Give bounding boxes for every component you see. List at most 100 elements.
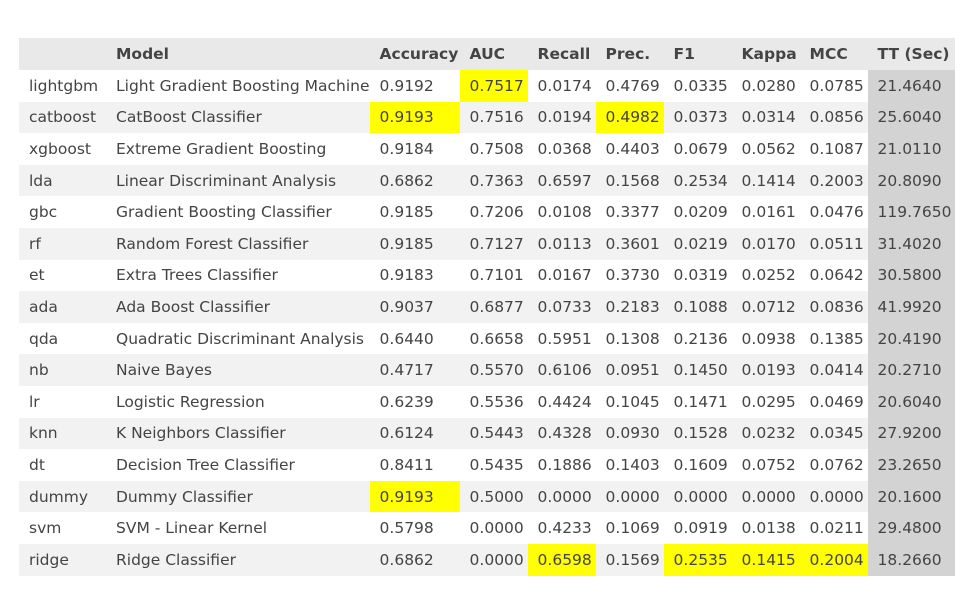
- cell-id: lda: [19, 164, 106, 197]
- cell-kappa: 0.0938: [731, 322, 800, 355]
- cell-mcc: 0.0211: [799, 512, 868, 544]
- cell-accuracy: 0.6440: [369, 322, 460, 355]
- cell-recall: 0.0000: [527, 480, 596, 513]
- cell-accuracy: 0.9193: [369, 480, 460, 513]
- column-header-precision: Prec.: [595, 38, 664, 70]
- cell-train-time: 31.4020: [867, 227, 955, 260]
- table-row: lightgbm Light Gradient Boosting Machine 0…: [19, 70, 955, 102]
- table-row: lda Linear Discriminant Analysis 0.6862 0.7…: [19, 164, 955, 197]
- cell-auc: 0.5443: [459, 417, 528, 450]
- cell-mcc: 0.0642: [799, 259, 868, 292]
- cell-precision: 0.2183: [595, 291, 664, 323]
- cell-recall: 0.6597: [527, 164, 596, 197]
- cell-auc: 0.5536: [459, 385, 528, 418]
- cell-train-time: 20.2710: [867, 354, 955, 386]
- cell-accuracy: 0.9192: [369, 70, 460, 102]
- cell-recall: 0.1886: [527, 449, 596, 481]
- cell-mcc: 0.2004: [799, 543, 868, 576]
- cell-kappa: 0.0280: [731, 70, 800, 102]
- cell-train-time: 30.5800: [867, 259, 955, 292]
- column-header-id: [19, 38, 106, 70]
- cell-recall: 0.0108: [527, 196, 596, 228]
- cell-f1: 0.2535: [663, 543, 732, 576]
- cell-f1: 0.1088: [663, 291, 732, 323]
- cell-train-time: 20.8090: [867, 164, 955, 197]
- table-row: svm SVM - Linear Kernel 0.5798 0.0000 0.4233…: [19, 512, 955, 544]
- cell-precision: 0.3730: [595, 259, 664, 292]
- table-row: dt Decision Tree Classifier 0.8411 0.5435 0.…: [19, 449, 955, 481]
- column-header-f1: F1: [663, 38, 732, 70]
- cell-precision: 0.1069: [595, 512, 664, 544]
- cell-precision: 0.4769: [595, 70, 664, 102]
- cell-kappa: 0.0314: [731, 101, 800, 134]
- cell-accuracy: 0.9184: [369, 133, 460, 165]
- cell-f1: 0.0335: [663, 70, 732, 102]
- cell-train-time: 41.9920: [867, 291, 955, 323]
- cell-kappa: 0.0562: [731, 133, 800, 165]
- cell-precision: 0.1308: [595, 322, 664, 355]
- cell-mcc: 0.1385: [799, 322, 868, 355]
- cell-accuracy: 0.9037: [369, 291, 460, 323]
- column-header-model: Model: [106, 38, 370, 70]
- model-comparison-table: Model Accuracy AUC Recall Prec. F1 Kappa…: [19, 38, 955, 576]
- table-row: dummy Dummy Classifier 0.9193 0.5000 0.0000 0…: [19, 480, 955, 513]
- cell-kappa: 0.0712: [731, 291, 800, 323]
- cell-accuracy: 0.9193: [369, 101, 460, 134]
- cell-accuracy: 0.6124: [369, 417, 460, 450]
- cell-mcc: 0.0414: [799, 354, 868, 386]
- cell-kappa: 0.1415: [731, 543, 800, 576]
- cell-recall: 0.0174: [527, 70, 596, 102]
- cell-auc: 0.0000: [459, 512, 528, 544]
- cell-kappa: 0.0252: [731, 259, 800, 292]
- cell-model: Naive Bayes: [106, 354, 370, 386]
- cell-auc: 0.6877: [459, 291, 528, 323]
- cell-model: K Neighbors Classifier: [106, 417, 370, 450]
- cell-recall: 0.0167: [527, 259, 596, 292]
- cell-f1: 0.0000: [663, 480, 732, 513]
- table-body: lightgbm Light Gradient Boosting Machine 0…: [19, 70, 955, 576]
- cell-auc: 0.7363: [459, 164, 528, 197]
- cell-model: Ada Boost Classifier: [106, 291, 370, 323]
- cell-id: catboost: [19, 101, 106, 134]
- cell-recall: 0.4328: [527, 417, 596, 450]
- cell-precision: 0.3601: [595, 227, 664, 260]
- cell-recall: 0.6106: [527, 354, 596, 386]
- cell-auc: 0.7127: [459, 227, 528, 260]
- cell-accuracy: 0.6862: [369, 164, 460, 197]
- cell-auc: 0.7508: [459, 133, 528, 165]
- cell-accuracy: 0.9185: [369, 196, 460, 228]
- cell-recall: 0.0194: [527, 101, 596, 134]
- cell-id: svm: [19, 512, 106, 544]
- column-header-recall: Recall: [527, 38, 596, 70]
- cell-precision: 0.1403: [595, 449, 664, 481]
- cell-id: lightgbm: [19, 70, 106, 102]
- cell-mcc: 0.0476: [799, 196, 868, 228]
- cell-id: xgboost: [19, 133, 106, 165]
- cell-f1: 0.0319: [663, 259, 732, 292]
- cell-train-time: 20.4190: [867, 322, 955, 355]
- cell-model: Dummy Classifier: [106, 480, 370, 513]
- cell-train-time: 21.0110: [867, 133, 955, 165]
- cell-mcc: 0.0469: [799, 385, 868, 418]
- cell-model: Gradient Boosting Classifier: [106, 196, 370, 228]
- cell-auc: 0.5000: [459, 480, 528, 513]
- cell-f1: 0.1471: [663, 385, 732, 418]
- cell-model: SVM - Linear Kernel: [106, 512, 370, 544]
- cell-kappa: 0.0000: [731, 480, 800, 513]
- cell-auc: 0.7517: [459, 70, 528, 102]
- cell-train-time: 23.2650: [867, 449, 955, 481]
- cell-mcc: 0.0836: [799, 291, 868, 323]
- cell-model: Linear Discriminant Analysis: [106, 164, 370, 197]
- cell-accuracy: 0.8411: [369, 449, 460, 481]
- cell-model: Logistic Regression: [106, 385, 370, 418]
- cell-f1: 0.0919: [663, 512, 732, 544]
- cell-auc: 0.5570: [459, 354, 528, 386]
- cell-train-time: 29.4800: [867, 512, 955, 544]
- cell-f1: 0.2534: [663, 164, 732, 197]
- cell-f1: 0.1528: [663, 417, 732, 450]
- table-row: catboost CatBoost Classifier 0.9193 0.7516 0…: [19, 101, 955, 134]
- cell-recall: 0.0733: [527, 291, 596, 323]
- cell-train-time: 21.4640: [867, 70, 955, 102]
- cell-accuracy: 0.9183: [369, 259, 460, 292]
- cell-recall: 0.5951: [527, 322, 596, 355]
